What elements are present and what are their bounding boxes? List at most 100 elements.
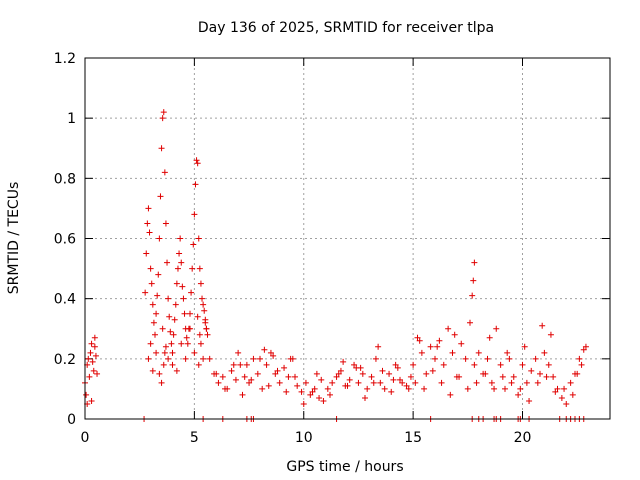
data-point	[196, 331, 203, 338]
data-point	[200, 301, 207, 308]
data-point	[142, 289, 149, 296]
data-point	[263, 361, 270, 368]
data-point	[235, 349, 242, 356]
data-point	[87, 349, 94, 356]
data-point	[267, 349, 274, 356]
data-point	[552, 388, 559, 395]
data-point	[515, 391, 522, 398]
data-point	[329, 379, 336, 386]
data-point	[445, 325, 452, 332]
data-point	[532, 355, 539, 362]
data-point	[416, 337, 423, 344]
data-point	[203, 325, 210, 332]
data-point	[200, 355, 207, 362]
data-point	[397, 376, 403, 383]
data-point	[265, 382, 272, 389]
data-point	[91, 343, 98, 350]
data-point	[434, 343, 441, 350]
data-point	[528, 367, 535, 374]
data-point	[427, 343, 434, 350]
x-tick-label: 10	[295, 430, 313, 446]
data-point	[502, 385, 508, 392]
data-point	[386, 370, 393, 377]
data-point	[381, 385, 388, 392]
data-point	[324, 385, 331, 392]
data-point	[340, 358, 347, 365]
data-point	[379, 367, 386, 374]
data-point	[230, 361, 237, 368]
data-point	[197, 280, 204, 287]
chart-title: Day 136 of 2025, SRMTID for receiver tlp…	[198, 20, 494, 36]
data-point	[313, 370, 320, 377]
data-point	[281, 364, 288, 371]
data-point	[438, 379, 445, 386]
data-point	[171, 316, 178, 323]
data-point	[195, 361, 202, 368]
data-point	[388, 388, 395, 395]
data-point	[451, 331, 458, 338]
data-point	[473, 379, 480, 386]
y-tick-label: 0.4	[54, 292, 76, 308]
data-point	[364, 385, 371, 392]
y-axis-label: SRMTID / TECUs	[6, 182, 22, 295]
data-point	[368, 373, 375, 380]
data-point	[201, 307, 208, 314]
data-point	[155, 271, 162, 278]
grid-lines	[85, 58, 610, 419]
axis-ticks: 0 0.2 0.4 0.6 0.8 1 1.2 0 5 10 15 20	[54, 51, 610, 446]
data-point	[162, 220, 169, 227]
data-point	[86, 373, 93, 380]
data-point	[158, 145, 165, 152]
data-point	[169, 349, 176, 356]
data-point	[91, 334, 98, 341]
data-point	[333, 373, 340, 380]
data-point	[170, 331, 177, 338]
y-tick-label: 0	[67, 412, 76, 428]
data-point	[153, 310, 160, 317]
data-point	[292, 373, 298, 380]
data-point	[372, 355, 379, 362]
data-point	[534, 379, 541, 386]
data-point	[567, 379, 574, 386]
data-point	[283, 388, 290, 395]
data-point	[458, 340, 465, 347]
data-point	[471, 361, 478, 368]
data-point	[89, 358, 96, 365]
data-point	[421, 385, 428, 392]
data-point	[160, 109, 167, 116]
data-point	[178, 259, 185, 266]
data-point	[316, 394, 323, 401]
data-point	[541, 349, 548, 356]
data-point	[493, 325, 500, 332]
data-point	[547, 331, 554, 338]
data-point	[261, 346, 268, 353]
data-point	[188, 289, 195, 296]
data-point	[246, 379, 253, 386]
data-point	[574, 370, 581, 377]
data-point	[189, 265, 196, 272]
data-point	[543, 373, 550, 380]
data-point	[146, 229, 153, 236]
data-point	[423, 370, 430, 377]
data-point	[182, 355, 189, 362]
data-point	[160, 361, 167, 368]
data-point	[168, 340, 175, 347]
data-point	[228, 367, 235, 374]
data-point	[344, 382, 351, 389]
data-point	[159, 325, 166, 332]
data-point	[510, 373, 517, 380]
data-point	[259, 385, 266, 392]
data-point	[250, 355, 257, 362]
data-point	[88, 340, 95, 347]
data-point	[179, 283, 186, 290]
data-point	[88, 397, 95, 404]
data-point	[195, 235, 202, 242]
data-point	[392, 361, 399, 368]
data-point	[407, 373, 414, 380]
data-point	[206, 355, 213, 362]
data-point	[187, 310, 193, 317]
data-point	[173, 280, 180, 287]
data-point	[526, 397, 533, 404]
data-point	[156, 370, 163, 377]
data-point	[166, 313, 173, 320]
